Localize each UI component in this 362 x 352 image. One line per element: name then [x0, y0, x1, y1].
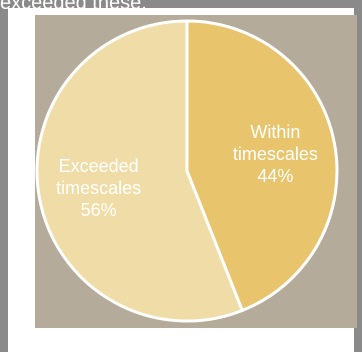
label-within-timescales: Within timescales 44% — [233, 122, 318, 186]
pie-slices — [35, 19, 339, 323]
slice-within-timescales — [185, 19, 339, 313]
slice-exceeded-timescales — [35, 19, 245, 323]
label-exceeded-timescales: Exceeded timescales 56% — [56, 156, 141, 220]
pie-labels: Within timescales 44% Exceeded timescales 56% — [56, 122, 318, 220]
